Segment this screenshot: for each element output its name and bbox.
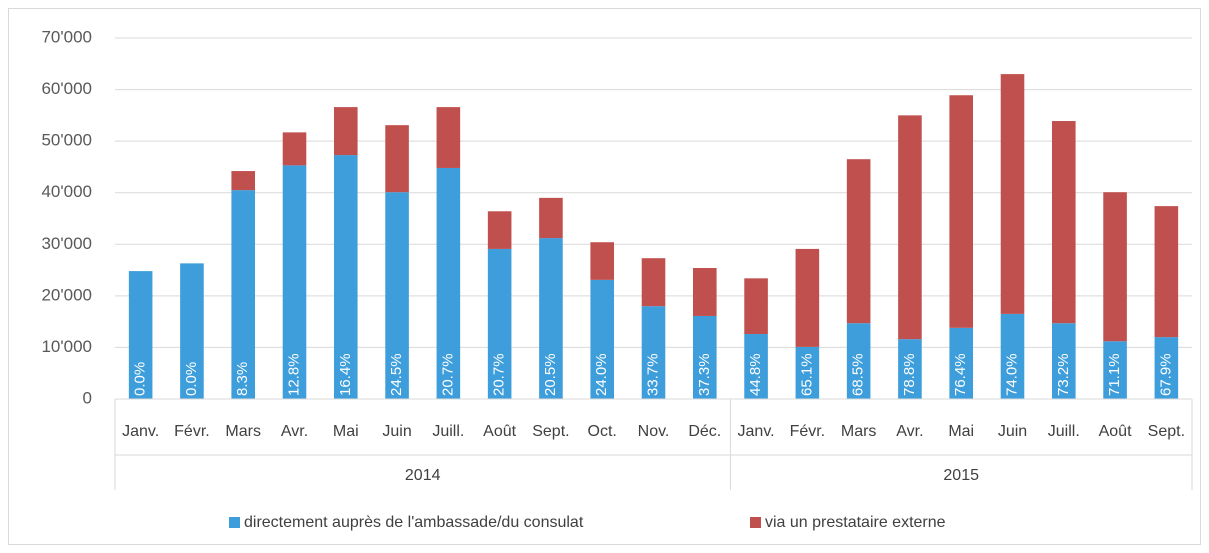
bar <box>1103 341 1127 399</box>
x-tick-label: Juill. <box>1048 423 1080 440</box>
x-tick-label: Sept. <box>532 423 569 440</box>
bar <box>385 125 409 193</box>
bar <box>231 190 256 399</box>
bar <box>1000 74 1025 314</box>
bar <box>1051 323 1076 399</box>
x-tick-label: Août <box>483 423 516 440</box>
data-label: 78.8% <box>901 353 918 396</box>
data-label: 76.4% <box>952 353 969 396</box>
y-tick-label: 50'000 <box>41 131 92 150</box>
group-label: 2015 <box>943 467 979 484</box>
y-tick-label: 60'000 <box>41 79 92 98</box>
bar <box>333 107 358 156</box>
x-tick-label: Févr. <box>790 423 826 440</box>
x-tick-label: Janv. <box>738 423 775 440</box>
data-label: 37.3% <box>696 353 713 396</box>
bar <box>949 95 974 328</box>
data-label: 16.4% <box>337 353 354 396</box>
bar <box>949 327 974 399</box>
bar <box>795 346 820 399</box>
bar <box>692 315 717 399</box>
data-label: 65.1% <box>798 353 815 396</box>
x-tick-label: Déc. <box>688 423 721 440</box>
data-label: 73.2% <box>1055 353 1072 396</box>
x-tick-label: Juin <box>382 423 411 440</box>
x-tick-label: Mars <box>225 423 261 440</box>
y-tick-label: 70'000 <box>41 27 92 46</box>
y-tick-label: 40'000 <box>41 182 92 201</box>
data-label: 71.1% <box>1106 353 1123 396</box>
bar <box>641 306 666 399</box>
bar <box>231 171 256 191</box>
data-label: 20.7% <box>439 353 456 396</box>
data-label: 12.8% <box>285 353 302 396</box>
bar <box>436 167 461 399</box>
data-label: 74.0% <box>1003 353 1020 396</box>
x-tick-label: Août <box>1099 423 1132 440</box>
x-tick-label: Juill. <box>432 423 464 440</box>
x-tick-label: Avr. <box>281 423 308 440</box>
bar <box>385 192 409 399</box>
x-tick-label: Avr. <box>896 423 923 440</box>
group-label: 2014 <box>405 467 441 484</box>
data-label: 20.5% <box>542 353 559 396</box>
bar <box>487 248 512 399</box>
legend-label: directement auprès de l'ambassade/du con… <box>244 514 584 531</box>
data-label: 68.5% <box>850 353 867 396</box>
y-tick-label: 20'000 <box>41 285 92 304</box>
bar <box>1154 206 1179 338</box>
x-tick-label: Mai <box>948 423 974 440</box>
bar <box>590 279 615 399</box>
bar <box>282 165 307 399</box>
bar <box>744 334 768 399</box>
bar <box>539 238 563 399</box>
bar <box>898 339 922 399</box>
bar <box>641 258 666 307</box>
bar <box>180 263 204 399</box>
bar <box>744 278 768 335</box>
data-label: 33.7% <box>644 353 661 396</box>
bar <box>1154 337 1179 399</box>
bar <box>846 323 871 399</box>
data-label: 24.5% <box>388 353 405 396</box>
legend-label: via un prestataire externe <box>765 514 946 531</box>
bar <box>539 197 563 239</box>
bar <box>795 248 820 347</box>
legend-swatch <box>229 517 240 528</box>
bar <box>128 271 153 399</box>
data-label: 0.0% <box>183 362 200 396</box>
data-label: 44.8% <box>747 353 764 396</box>
data-label: 24.0% <box>593 353 610 396</box>
data-label: 20.7% <box>491 353 508 396</box>
x-tick-label: Oct. <box>588 423 617 440</box>
bar <box>1103 192 1127 342</box>
data-label: 0.0% <box>132 362 149 396</box>
x-tick-label: Sept. <box>1148 423 1185 440</box>
y-tick-label: 0 <box>83 388 92 407</box>
bar <box>590 242 615 280</box>
legend-swatch <box>750 517 761 528</box>
bar <box>436 107 461 168</box>
bar <box>1000 313 1025 399</box>
bar <box>898 115 922 340</box>
bar <box>692 268 717 316</box>
x-tick-label: Nov. <box>638 423 670 440</box>
bar <box>1051 121 1076 324</box>
bar <box>846 159 871 324</box>
y-tick-label: 30'000 <box>41 234 92 253</box>
data-label: 8.3% <box>234 362 251 396</box>
data-label: 67.9% <box>1157 353 1174 396</box>
x-tick-label: Mars <box>841 423 877 440</box>
bar <box>333 155 358 399</box>
x-tick-label: Févr. <box>174 423 210 440</box>
x-tick-label: Juin <box>998 423 1027 440</box>
x-tick-label: Mai <box>333 423 359 440</box>
bar <box>487 211 512 249</box>
y-tick-label: 10'000 <box>41 337 92 356</box>
x-tick-label: Janv. <box>122 423 159 440</box>
bar <box>282 132 307 166</box>
